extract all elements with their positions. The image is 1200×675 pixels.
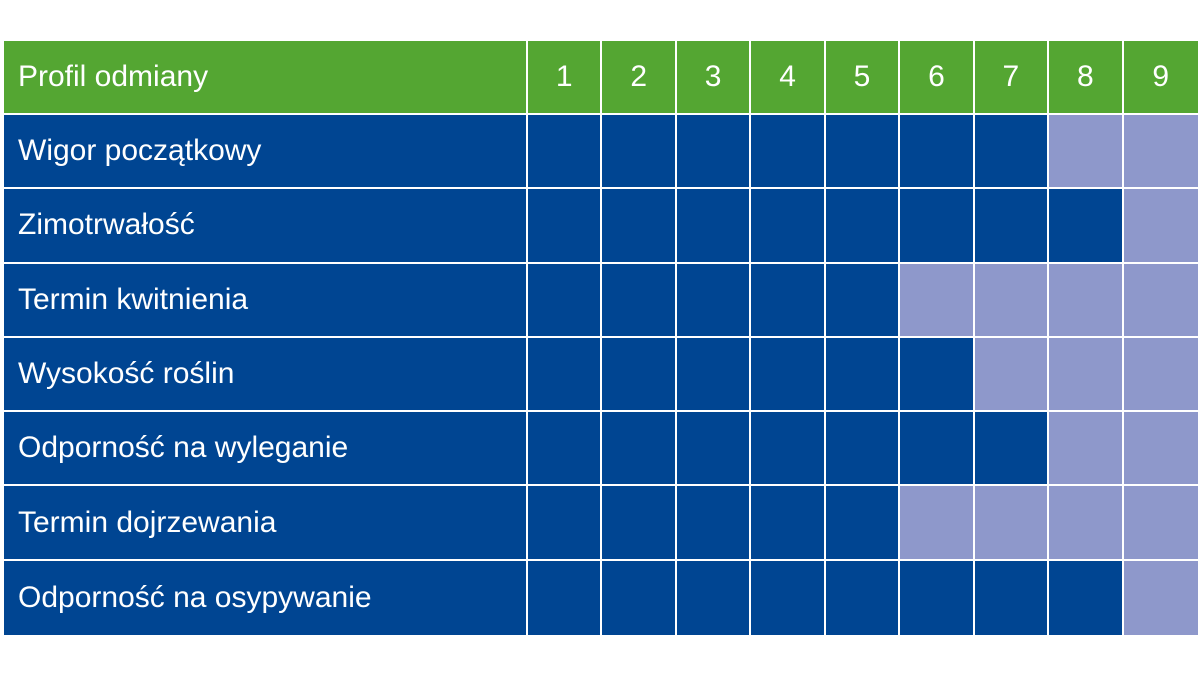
table-row: Odporność na osypywanie <box>4 560 1198 635</box>
score-cell-filled <box>528 263 603 338</box>
row-label: Odporność na wyleganie <box>4 412 528 487</box>
score-cell-filled <box>751 337 826 413</box>
score-cell-filled <box>528 189 603 264</box>
score-cell-empty <box>1049 115 1124 190</box>
score-cell-filled <box>900 115 975 190</box>
score-cell-filled <box>676 337 752 413</box>
row-label: Wigor początkowy <box>4 115 528 190</box>
score-cell-filled <box>974 412 1050 487</box>
score-cell-empty <box>1123 115 1198 190</box>
score-cell-empty <box>1123 486 1198 561</box>
score-cell-filled <box>1049 189 1124 264</box>
score-cell-filled <box>751 115 826 190</box>
header-scale-1: 1 <box>528 41 603 115</box>
score-cell-filled <box>825 263 901 338</box>
row-label: Odporność na osypywanie <box>4 560 528 635</box>
score-cell-empty <box>1049 337 1124 413</box>
score-cell-filled <box>602 560 677 635</box>
score-cell-filled <box>900 189 975 264</box>
score-cell-filled <box>900 412 975 487</box>
score-cell-empty <box>1123 189 1198 264</box>
score-cell-filled <box>900 337 975 413</box>
header-scale-9: 9 <box>1123 41 1198 115</box>
table-body: Wigor początkowy Zimotrwałość Termin kwitn… <box>4 115 1198 635</box>
score-cell-empty <box>1049 412 1124 487</box>
score-cell-empty <box>1123 337 1198 413</box>
score-cell-filled <box>528 412 603 487</box>
score-cell-filled <box>825 337 901 413</box>
header-scale-6: 6 <box>900 41 975 115</box>
score-cell-empty <box>900 486 975 561</box>
score-cell-filled <box>825 115 901 190</box>
score-cell-filled <box>676 486 752 561</box>
table-row: Wysokość roślin <box>4 337 1198 413</box>
score-cell-filled <box>676 189 752 264</box>
score-cell-empty <box>974 486 1050 561</box>
score-cell-filled <box>602 337 677 413</box>
header-row: Profil odmiany 1 2 3 4 5 6 7 8 9 <box>4 41 1198 115</box>
table-row: Wigor początkowy <box>4 115 1198 190</box>
score-cell-filled <box>1049 560 1124 635</box>
header-label: Profil odmiany <box>4 41 528 115</box>
score-cell-filled <box>751 412 826 487</box>
score-cell-empty <box>900 263 975 338</box>
score-cell-filled <box>825 189 901 264</box>
header-scale-5: 5 <box>825 41 901 115</box>
score-cell-filled <box>974 560 1050 635</box>
score-cell-filled <box>825 560 901 635</box>
score-cell-empty <box>1049 263 1124 338</box>
score-cell-filled <box>900 560 975 635</box>
score-cell-filled <box>602 263 677 338</box>
row-label: Zimotrwałość <box>4 189 528 264</box>
score-cell-empty <box>1123 263 1198 338</box>
score-cell-filled <box>825 486 901 561</box>
score-cell-empty <box>1123 412 1198 487</box>
row-label: Wysokość roślin <box>4 337 528 413</box>
score-cell-filled <box>528 486 603 561</box>
header-scale-3: 3 <box>676 41 752 115</box>
score-cell-filled <box>825 412 901 487</box>
score-cell-filled <box>602 486 677 561</box>
header-scale-4: 4 <box>751 41 826 115</box>
score-cell-filled <box>602 412 677 487</box>
score-cell-empty <box>1049 486 1124 561</box>
score-cell-filled <box>602 115 677 190</box>
score-cell-filled <box>528 337 603 413</box>
header-scale-2: 2 <box>602 41 677 115</box>
score-cell-filled <box>676 263 752 338</box>
variety-profile-table: Profil odmiany 1 2 3 4 5 6 7 8 9 Wigor p… <box>4 41 1198 635</box>
table-row: Termin dojrzewania <box>4 486 1198 561</box>
score-cell-filled <box>528 560 603 635</box>
score-cell-filled <box>751 263 826 338</box>
score-cell-filled <box>751 560 826 635</box>
score-cell-filled <box>676 115 752 190</box>
score-cell-filled <box>974 115 1050 190</box>
table-row: Termin kwitnienia <box>4 263 1198 338</box>
row-label: Termin kwitnienia <box>4 263 528 338</box>
score-cell-filled <box>602 189 677 264</box>
score-cell-filled <box>676 560 752 635</box>
score-cell-filled <box>974 189 1050 264</box>
header-scale-7: 7 <box>974 41 1050 115</box>
score-cell-empty <box>974 337 1050 413</box>
score-cell-filled <box>751 189 826 264</box>
row-label: Termin dojrzewania <box>4 486 528 561</box>
score-cell-filled <box>528 115 603 190</box>
table-row: Odporność na wyleganie <box>4 412 1198 487</box>
table-row: Zimotrwałość <box>4 189 1198 264</box>
header-scale-8: 8 <box>1049 41 1124 115</box>
score-cell-filled <box>751 486 826 561</box>
score-cell-empty <box>1123 560 1198 635</box>
score-cell-empty <box>974 263 1050 338</box>
score-cell-filled <box>676 412 752 487</box>
